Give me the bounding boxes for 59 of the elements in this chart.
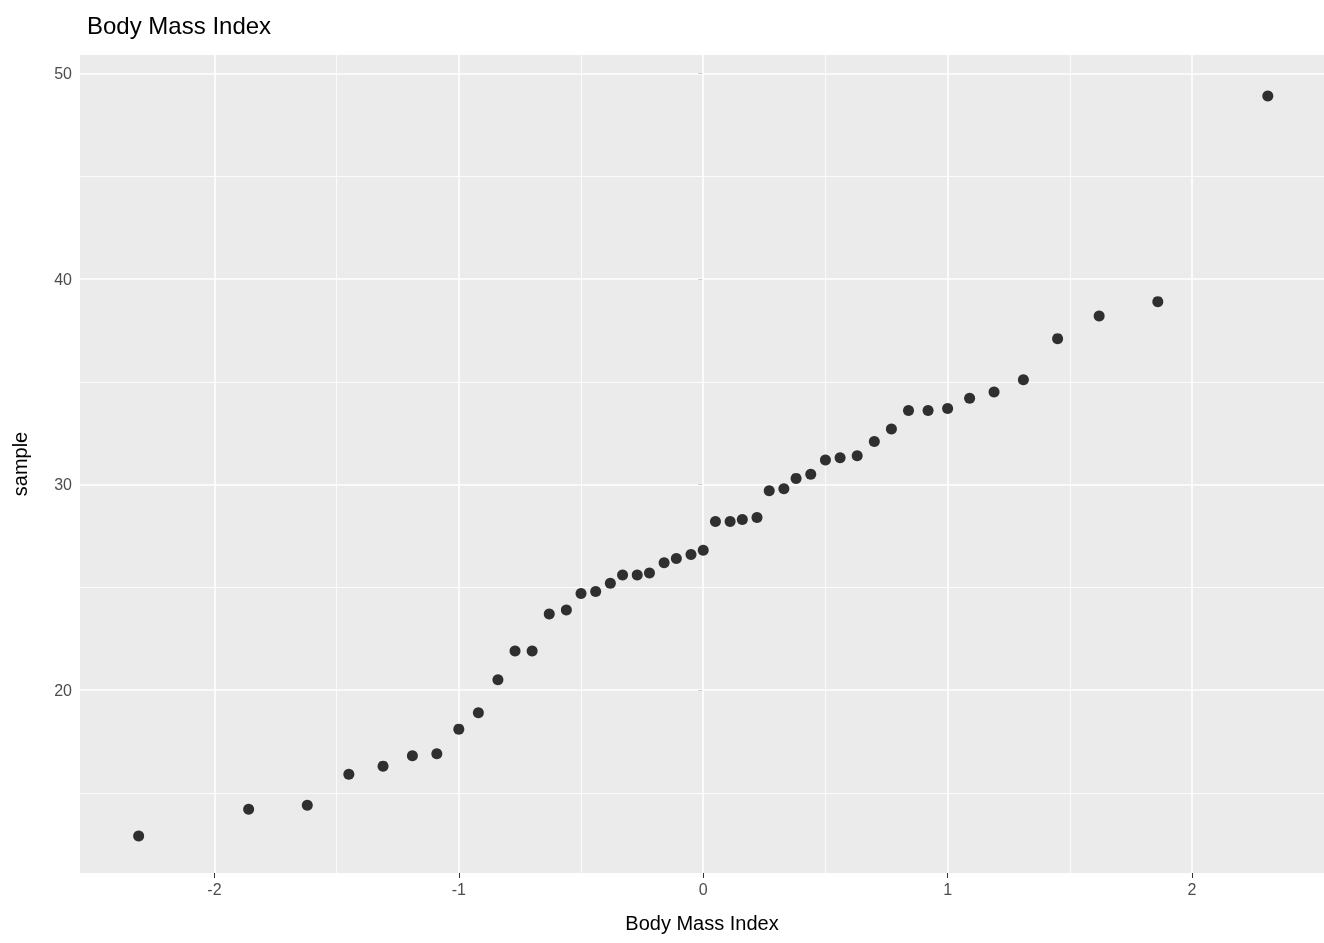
point — [472, 707, 484, 719]
point — [301, 799, 313, 811]
point — [763, 485, 775, 497]
point — [133, 830, 145, 842]
point — [509, 645, 521, 657]
chart-title: Body Mass Index — [87, 11, 272, 39]
point — [658, 557, 670, 569]
point — [670, 553, 682, 565]
point — [709, 516, 721, 528]
point — [778, 483, 790, 495]
point — [851, 450, 863, 462]
point — [643, 567, 655, 579]
point — [736, 514, 748, 525]
point — [805, 468, 817, 480]
point — [343, 768, 355, 780]
point — [868, 435, 880, 447]
point — [1017, 374, 1029, 386]
point — [834, 452, 846, 464]
point — [1152, 296, 1164, 308]
point — [942, 403, 954, 414]
y-tick-label: 40 — [54, 270, 73, 288]
y-tick-label: 30 — [54, 476, 73, 494]
x-tick-label: 0 — [698, 880, 708, 898]
point — [243, 803, 255, 815]
point — [526, 645, 538, 657]
point — [453, 723, 465, 735]
point — [988, 386, 1000, 398]
point — [560, 604, 572, 616]
x-tick-label: 1 — [943, 880, 953, 898]
y-tick-label: 50 — [54, 65, 73, 82]
point — [697, 544, 709, 556]
point — [406, 750, 418, 762]
point — [964, 392, 976, 404]
point — [1093, 310, 1105, 322]
point — [903, 405, 915, 417]
point — [543, 608, 555, 620]
point — [751, 511, 763, 523]
point — [922, 405, 934, 417]
point — [377, 760, 389, 772]
point — [724, 516, 736, 528]
point — [575, 587, 587, 599]
x-tick-label: 2 — [1187, 880, 1197, 898]
y-axis-title: sample — [9, 431, 31, 497]
x-axis-title: Body Mass Index — [625, 912, 779, 934]
point — [1262, 90, 1274, 102]
point — [617, 569, 629, 581]
x-tick-label: -1 — [451, 880, 467, 898]
y-tick-label: 20 — [54, 681, 73, 699]
point — [819, 454, 831, 466]
point — [604, 577, 616, 589]
point — [431, 748, 443, 760]
point — [885, 423, 897, 435]
point — [492, 674, 504, 686]
x-tick-label: -2 — [207, 880, 222, 898]
point — [631, 569, 643, 581]
point — [590, 585, 602, 597]
point — [790, 472, 802, 484]
point — [685, 548, 697, 560]
point — [1052, 333, 1064, 345]
